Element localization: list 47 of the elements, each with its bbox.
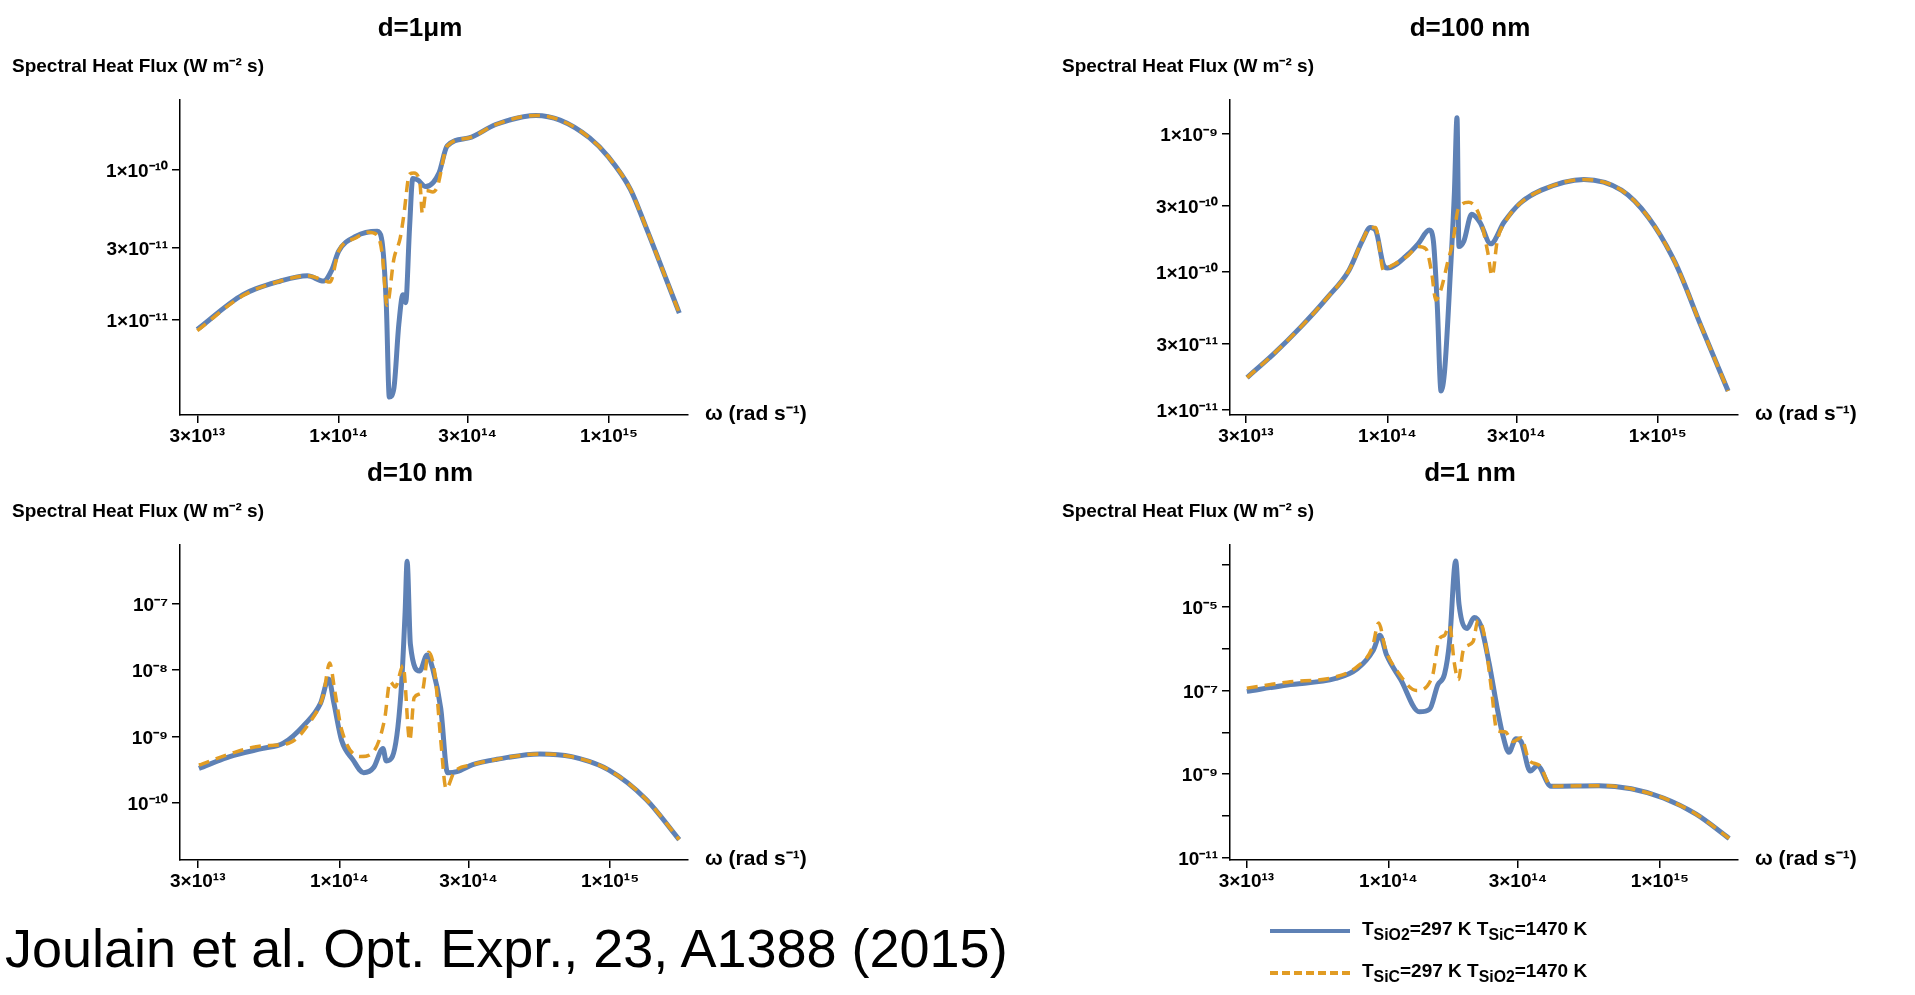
y-tick-label: 1×10⁻¹⁰	[105, 159, 168, 181]
y-tick-label: 1×10⁻¹¹	[1156, 399, 1218, 421]
y-axis-title: Spectral Heat Flux (W m⁻² s)	[12, 54, 264, 78]
y-tick-label: 3×10⁻¹¹	[1156, 333, 1218, 355]
chart-title: d=100 nm	[1408, 12, 1532, 43]
x-tick-label: 1×10¹⁵	[1630, 870, 1689, 892]
x-tick-label: 1×10¹⁴	[310, 870, 369, 892]
x-axis-title: ω (rad s⁻¹)	[705, 400, 807, 426]
legend-label: T$_{SiC}$=297 K T$_{SiO2}$=1470 K	[1362, 960, 1588, 986]
y-tick-label: 10⁻⁷	[133, 593, 169, 615]
x-axis-title: ω (rad s⁻¹)	[1755, 845, 1857, 871]
x-tick-label: 3×10¹⁴	[438, 425, 497, 447]
x-tick-label: 3×10¹³	[1218, 425, 1274, 447]
chart-title: d=10 nm	[365, 457, 475, 488]
x-tick-label: 1×10¹⁵	[581, 870, 640, 892]
x-axis-title: ω (rad s⁻¹)	[705, 845, 807, 871]
y-axis-title: Spectral Heat Flux (W m⁻² s)	[12, 499, 264, 523]
y-tick-label: 10⁻¹⁰	[127, 792, 169, 814]
y-tick-label: 10⁻⁷	[1183, 680, 1219, 702]
y-tick-label: 3×10⁻¹¹	[106, 237, 168, 259]
x-tick-label: 1×10¹⁴	[1358, 425, 1417, 447]
y-tick-label: 10⁻¹¹	[1178, 848, 1219, 870]
x-tick-label: 3×10¹⁴	[1487, 425, 1546, 447]
x-tick-label: 1×10¹⁴	[1359, 870, 1418, 892]
text: Joulain et al. Opt. Expr., 23, A1388 (2015)	[5, 917, 1008, 979]
chart-title: d=1μm	[376, 12, 464, 43]
y-tick-label: 10⁻⁹	[131, 726, 168, 748]
x-tick-label: 1×10¹⁴	[309, 425, 368, 447]
y-tick-label: 1×10⁻¹¹	[106, 309, 168, 331]
y-tick-label: 10⁻⁹	[1181, 764, 1218, 786]
x-axis-title: ω (rad s⁻¹)	[1755, 400, 1857, 426]
x-tick-label: 3×10¹⁴	[1488, 870, 1548, 892]
chart-title: d=1 nm	[1423, 457, 1517, 488]
x-tick-label: 3×10¹³	[1218, 870, 1275, 892]
y-tick-label: 3×10⁻¹⁰	[1155, 196, 1218, 218]
y-tick-label: 1×10⁻¹⁰	[1155, 261, 1218, 283]
x-tick-label: 1×10¹⁵	[579, 425, 639, 447]
y-tick-label: 10⁻⁵	[1181, 597, 1218, 619]
x-tick-label: 3×10¹⁴	[439, 870, 498, 892]
y-axis-title: Spectral Heat Flux (W m⁻² s)	[1062, 499, 1314, 523]
y-axis-title: Spectral Heat Flux (W m⁻² s)	[1062, 54, 1314, 78]
legend-label: T$_{SiO2}$=297 K T$_{SiC}$=1470 K	[1362, 918, 1588, 944]
x-tick-label: 3×10¹³	[169, 425, 225, 447]
x-tick-label: 1×10¹⁵	[1628, 425, 1687, 447]
y-tick-label: 10⁻⁸	[131, 660, 169, 682]
y-tick-label: 1×10⁻⁹	[1160, 124, 1219, 146]
x-tick-label: 3×10¹³	[170, 870, 226, 892]
